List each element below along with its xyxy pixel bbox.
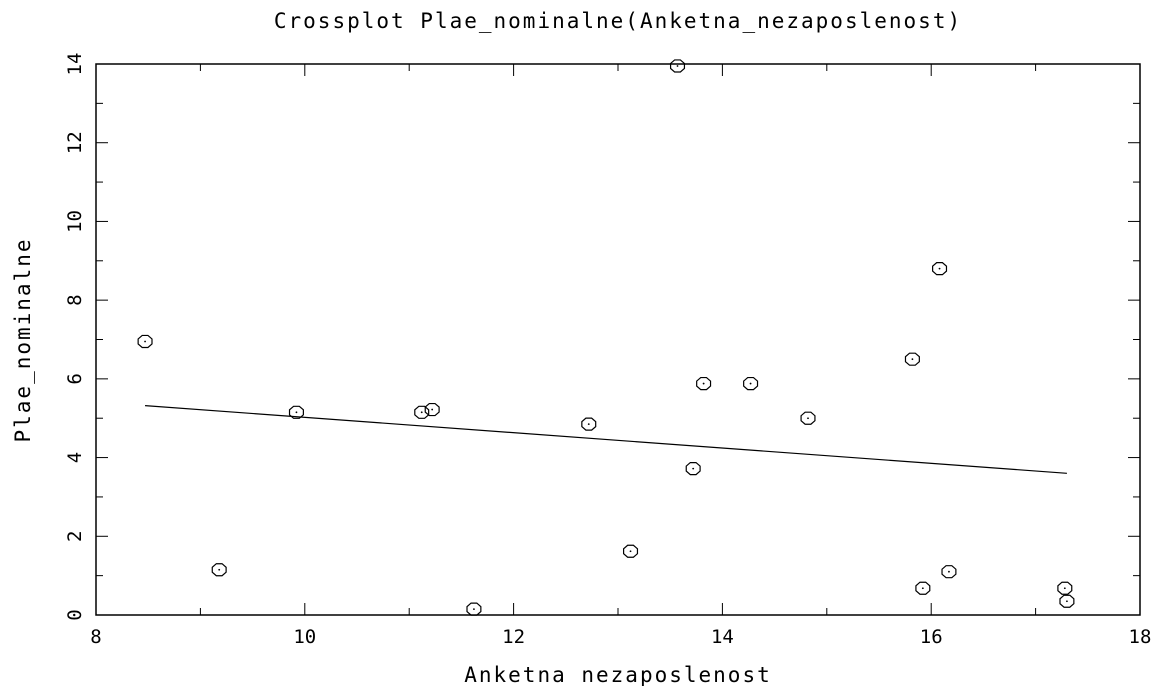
point-marker — [696, 376, 712, 391]
point-center — [948, 570, 950, 573]
data-point — [743, 376, 759, 391]
data-point — [941, 565, 957, 579]
y-tick-label: 2 — [64, 531, 86, 542]
data-point — [581, 417, 597, 431]
point-center — [921, 587, 924, 590]
point-center — [295, 411, 298, 414]
point-marker — [288, 405, 304, 419]
plot-frame — [95, 63, 1141, 616]
axis-ticks: 8 10 12 14 16 18 0 2 4 6 8 10 12 14 — [64, 53, 1151, 648]
regression-line-layer — [145, 405, 1067, 474]
data-point — [915, 581, 931, 595]
point-marker — [941, 565, 957, 579]
y-tick-label: 8 — [64, 294, 86, 305]
data-point — [685, 461, 701, 476]
point-marker — [800, 411, 816, 425]
point-center — [1063, 587, 1066, 590]
point-marker — [904, 352, 920, 366]
point-marker — [414, 405, 430, 419]
data-points — [137, 59, 1075, 616]
x-tick-label: 16 — [920, 626, 943, 648]
point-center — [473, 608, 475, 610]
y-tick-label: 10 — [64, 210, 86, 233]
x-tick-label: 18 — [1129, 626, 1152, 648]
point-marker — [137, 334, 153, 349]
point-center — [144, 340, 146, 343]
point-center — [807, 417, 809, 420]
point-marker — [685, 461, 701, 476]
y-axis-title: Plae_nominalne — [11, 237, 35, 442]
point-center — [431, 408, 434, 411]
point-center — [218, 568, 221, 571]
data-point — [466, 602, 482, 616]
y-tick-label: 4 — [64, 452, 86, 463]
point-center — [1066, 600, 1068, 603]
x-tick-label: 10 — [293, 626, 316, 648]
point-center — [420, 411, 423, 414]
point-marker — [424, 402, 440, 417]
data-point — [669, 59, 686, 73]
data-point — [1057, 581, 1073, 595]
point-marker — [932, 262, 948, 276]
point-marker — [1057, 581, 1073, 595]
data-point — [1059, 594, 1075, 608]
y-tick-label: 0 — [64, 609, 86, 620]
x-tick-label: 14 — [711, 626, 734, 648]
point-marker — [581, 417, 597, 431]
point-center — [629, 550, 632, 553]
y-tick-label: 6 — [64, 373, 86, 384]
y-tick-label: 12 — [64, 131, 86, 154]
data-point — [622, 544, 639, 558]
data-point — [932, 262, 948, 276]
data-point — [696, 376, 712, 391]
point-center — [676, 65, 679, 67]
x-axis-title: Anketna_nezaposlenost — [464, 663, 772, 686]
point-marker — [669, 59, 686, 73]
point-center — [911, 358, 914, 361]
point-marker — [915, 581, 931, 595]
data-point — [137, 334, 153, 349]
point-center — [938, 267, 941, 270]
y-tick-label: 14 — [64, 53, 86, 76]
point-center — [702, 382, 705, 385]
data-point — [800, 411, 816, 425]
data-point — [211, 563, 227, 577]
point-center — [749, 382, 752, 385]
regression-line — [145, 405, 1067, 474]
chart-title: Crossplot Plae_nominalne(Anketna_nezapos… — [274, 9, 962, 33]
point-marker — [466, 602, 482, 616]
data-point — [288, 405, 304, 419]
point-center — [692, 467, 695, 470]
data-point — [904, 352, 920, 366]
point-marker — [622, 544, 639, 558]
x-tick-label: 12 — [502, 626, 525, 648]
point-marker — [1059, 594, 1075, 608]
data-point — [414, 405, 430, 419]
x-tick-label: 8 — [90, 626, 101, 648]
point-center — [587, 423, 590, 426]
point-marker — [743, 376, 759, 391]
point-marker — [211, 563, 227, 577]
data-point — [424, 402, 440, 417]
